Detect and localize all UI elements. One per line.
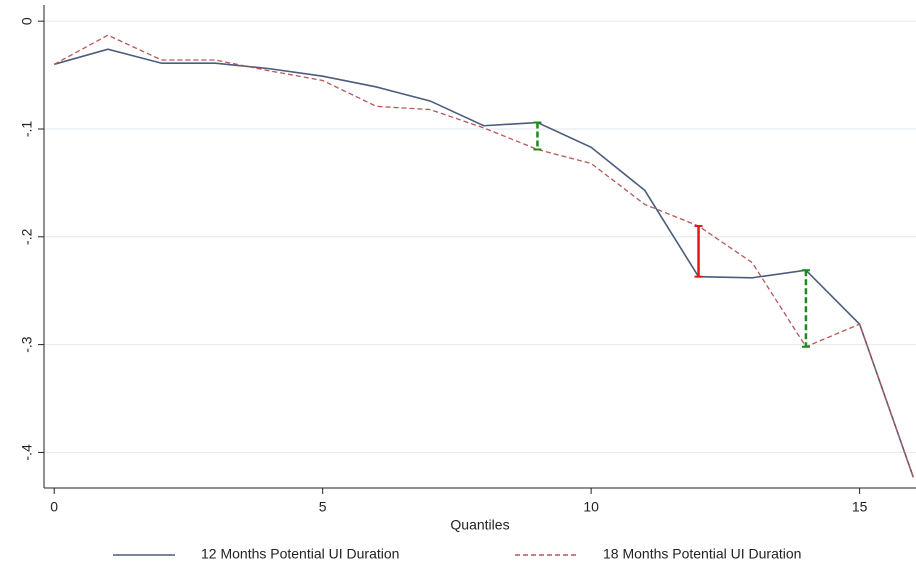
y-tick-label: -.1 xyxy=(19,121,35,138)
y-tick-label: -.4 xyxy=(19,444,35,461)
series-line xyxy=(53,48,915,478)
x-tick-label: 0 xyxy=(50,499,58,515)
x-tick-label: 5 xyxy=(319,499,327,515)
y-tick-label: -.2 xyxy=(19,228,35,245)
legend-label: 12 Months Potential UI Duration xyxy=(201,546,399,562)
x-axis-label: Quantiles xyxy=(450,517,509,533)
y-tick-label: -.3 xyxy=(19,336,35,353)
series-line xyxy=(53,34,914,478)
x-tick-label: 15 xyxy=(852,499,868,515)
x-tick-label: 10 xyxy=(583,499,599,515)
y-tick-label: 0 xyxy=(19,17,35,25)
legend-label: 18 Months Potential UI Duration xyxy=(603,546,801,562)
